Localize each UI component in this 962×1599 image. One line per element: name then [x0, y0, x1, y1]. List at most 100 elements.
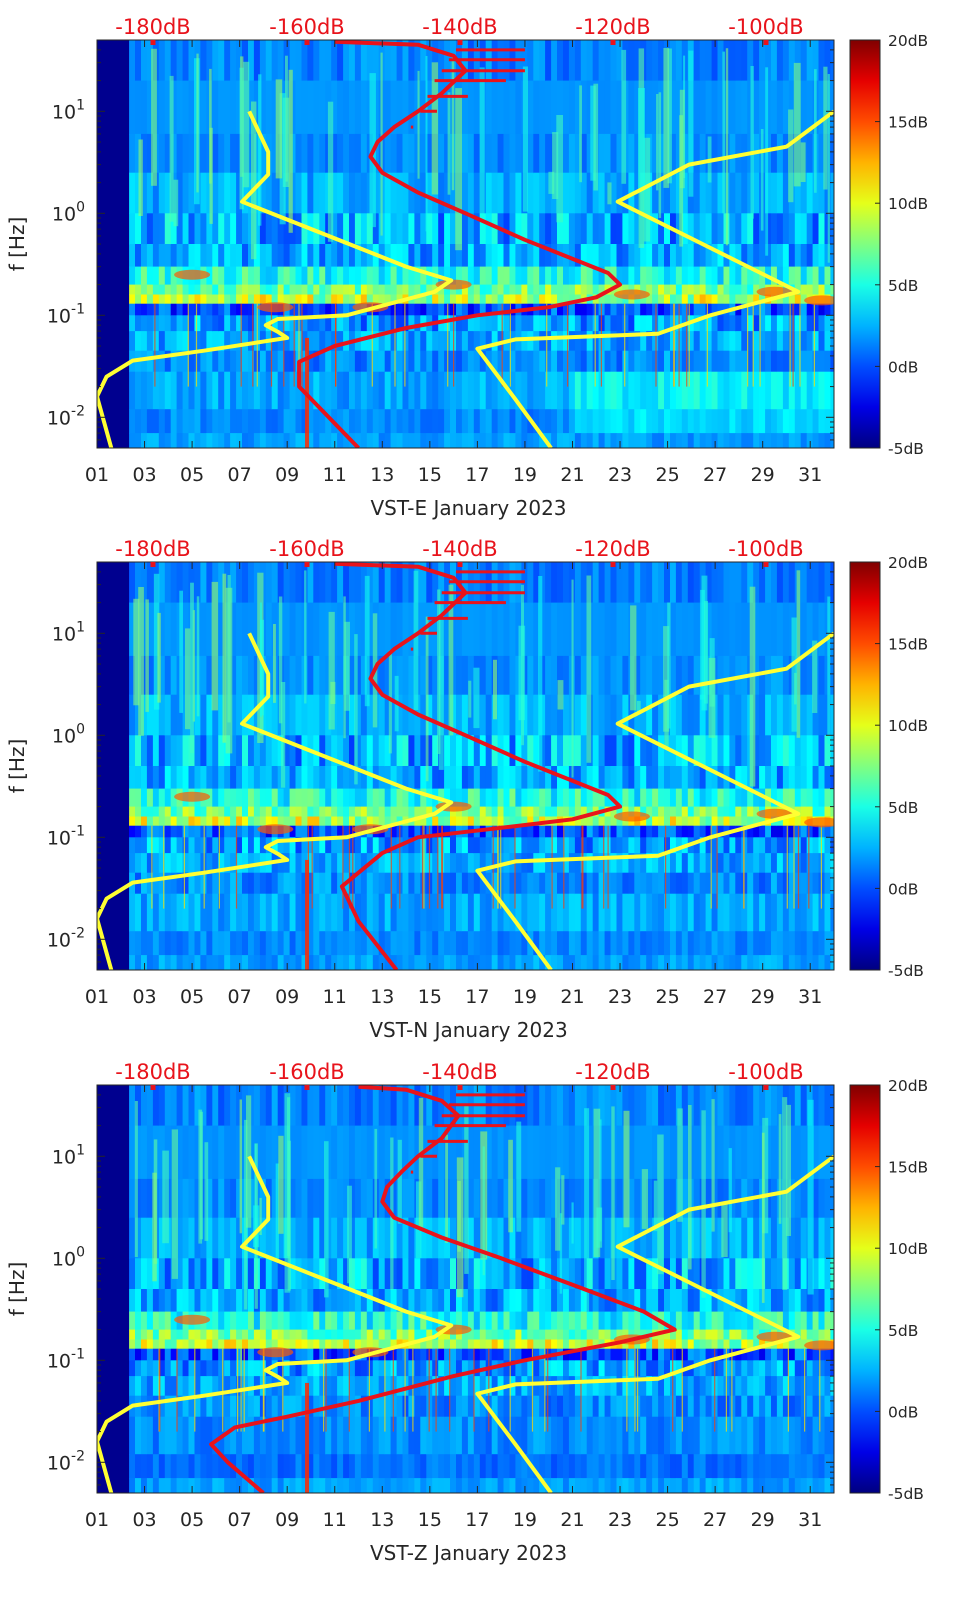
- x-tick-label: 19: [513, 1509, 537, 1531]
- data-gap: [97, 562, 130, 970]
- x-tick-label: 07: [228, 464, 252, 486]
- series-line-1: [97, 632, 454, 970]
- colorbar-tick-label: 15dB: [888, 636, 928, 654]
- top-axis-tick: [610, 40, 616, 45]
- top-axis-tick: [763, 562, 769, 567]
- y-tick-label: 10-2: [47, 403, 85, 429]
- x-tick-label: 09: [275, 1509, 299, 1531]
- panel-1: 01 03 05 07 09 11 13 15 17 19 21 23 25 27 29 31 10-2 10-1…: [5, 15, 928, 520]
- top-axis-label: -140dB: [422, 537, 497, 561]
- x-tick-label: 31: [798, 986, 822, 1008]
- top-axis-tick: [457, 1085, 463, 1090]
- top-axis-label: -160dB: [269, 15, 344, 39]
- top-axis-label: -140dB: [422, 15, 497, 39]
- top-axis-tick: [304, 1085, 310, 1090]
- colorbar: [849, 39, 881, 449]
- colorbar-tick-label: 0dB: [888, 1403, 918, 1421]
- x-tick-label: 05: [180, 1509, 204, 1531]
- colorbar-tick-label: 0dB: [888, 880, 918, 898]
- x-tick-label: 13: [370, 464, 394, 486]
- x-tick-label: 11: [323, 986, 347, 1008]
- top-axis-tick: [150, 1085, 156, 1090]
- spectrogram-image: [97, 1085, 834, 1493]
- series-line-2: [475, 1154, 834, 1493]
- colorbar-tick-label: 10dB: [888, 1240, 928, 1258]
- series-line-2: [475, 109, 834, 448]
- data-gap: [97, 40, 130, 448]
- colorbar-tick-label: -5dB: [888, 1485, 924, 1503]
- x-tick-label: 13: [370, 1509, 394, 1531]
- top-axis-label: -160dB: [269, 1060, 344, 1084]
- x-tick-label: 11: [323, 1509, 347, 1531]
- x-tick-label: 05: [180, 986, 204, 1008]
- x-tick-label: 17: [465, 986, 489, 1008]
- top-axis-label: -120dB: [575, 537, 650, 561]
- data-gap: [97, 1085, 130, 1493]
- series-line-3: [297, 40, 622, 448]
- series-line-3: [334, 562, 622, 970]
- colorbar-tick-label: 20dB: [888, 554, 928, 572]
- x-tick-label: 21: [560, 1509, 584, 1531]
- x-tick-label: 03: [132, 986, 156, 1008]
- x-tick-label: 15: [418, 1509, 442, 1531]
- x-tick-label: 15: [418, 986, 442, 1008]
- colorbar: [849, 561, 881, 971]
- x-axis-label: VST-Z January 2023: [370, 1541, 567, 1565]
- x-tick-label: 17: [465, 1509, 489, 1531]
- red-series-comb: [410, 570, 525, 651]
- x-tick-label: 29: [751, 464, 775, 486]
- top-axis-tick: [763, 40, 769, 45]
- top-axis-label: -140dB: [422, 1060, 497, 1084]
- spectrogram-image: [97, 562, 834, 970]
- colorbar-tick-label: 20dB: [888, 1077, 928, 1095]
- top-axis-tick: [304, 40, 310, 45]
- top-axis-label: -100dB: [728, 537, 803, 561]
- colorbar-tick-label: 20dB: [888, 32, 928, 50]
- top-axis-label: -100dB: [728, 1060, 803, 1084]
- colorbar-tick-label: 0dB: [888, 358, 918, 376]
- top-axis-tick: [610, 1085, 616, 1090]
- colorbar-tick-label: 5dB: [888, 1322, 918, 1340]
- top-axis-label: -100dB: [728, 15, 803, 39]
- y-tick-label: 101: [52, 1142, 85, 1168]
- y-tick-label: 101: [52, 97, 85, 123]
- panel-2: 01 03 05 07 09 11 13 15 17 19 21 23 25 27 29 31 10-2 10-1…: [5, 537, 928, 1042]
- y-tick-label: 10-2: [47, 925, 85, 951]
- top-axis-label: -120dB: [575, 1060, 650, 1084]
- x-tick-label: 27: [703, 1509, 727, 1531]
- x-tick-label: 21: [560, 986, 584, 1008]
- y-tick-label: 10-1: [47, 301, 85, 327]
- colorbar-tick-label: 5dB: [888, 799, 918, 817]
- y-tick-label: 10-1: [47, 1346, 85, 1372]
- event-column: [305, 1382, 310, 1493]
- x-tick-label: 01: [85, 464, 109, 486]
- x-tick-label: 23: [608, 464, 632, 486]
- x-tick-label: 15: [418, 464, 442, 486]
- colorbar: [849, 1084, 881, 1494]
- y-tick-label: 101: [52, 619, 85, 645]
- x-tick-label: 23: [608, 1509, 632, 1531]
- top-axis-tick: [457, 562, 463, 567]
- colorbar-tick-label: -5dB: [888, 440, 924, 458]
- x-tick-label: 27: [703, 986, 727, 1008]
- x-tick-label: 25: [655, 1509, 679, 1531]
- y-tick-label: 100: [52, 1244, 85, 1270]
- series-line-1: [97, 1155, 454, 1493]
- x-tick-label: 19: [513, 986, 537, 1008]
- top-axis-tick: [304, 562, 310, 567]
- x-tick-label: 13: [370, 986, 394, 1008]
- series-line-1: [97, 110, 454, 448]
- x-tick-label: 25: [655, 986, 679, 1008]
- top-axis-tick: [150, 562, 156, 567]
- x-tick-label: 31: [798, 464, 822, 486]
- top-axis-label: -180dB: [115, 15, 190, 39]
- x-tick-label: 03: [132, 1509, 156, 1531]
- x-tick-label: 01: [85, 1509, 109, 1531]
- top-axis-tick: [150, 40, 156, 45]
- x-tick-label: 19: [513, 464, 537, 486]
- x-tick-label: 29: [751, 1509, 775, 1531]
- spectrogram-image: [97, 40, 834, 448]
- red-series-comb: [410, 48, 525, 129]
- x-tick-label: 25: [655, 464, 679, 486]
